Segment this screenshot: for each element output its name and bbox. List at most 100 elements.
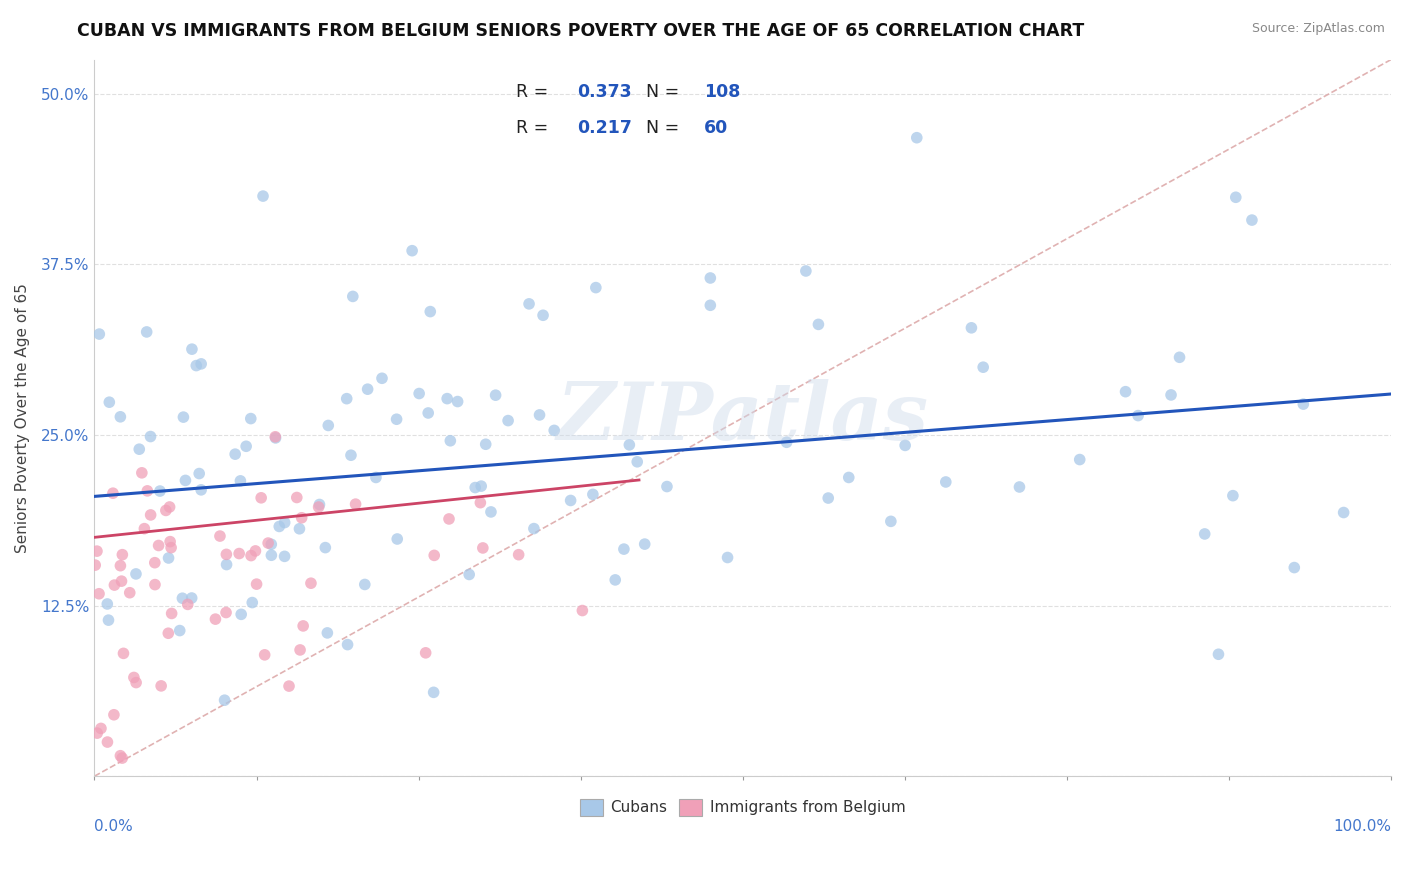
Point	[353, 577, 375, 591]
Point	[605, 573, 627, 587]
Point	[1069, 452, 1091, 467]
Point	[159, 500, 181, 514]
Point	[316, 626, 339, 640]
Point	[257, 536, 280, 550]
Point	[626, 455, 648, 469]
Point	[87, 587, 110, 601]
Point	[224, 447, 246, 461]
Point	[439, 434, 461, 448]
Point	[159, 534, 181, 549]
Point	[97, 613, 120, 627]
Point	[422, 685, 444, 699]
Point	[1284, 560, 1306, 574]
Point	[794, 264, 817, 278]
Point	[356, 382, 378, 396]
Point	[110, 558, 132, 573]
Text: R =: R =	[516, 120, 554, 137]
Point	[634, 537, 657, 551]
Point	[215, 558, 238, 572]
Point	[415, 646, 437, 660]
Point	[160, 541, 183, 555]
Text: 108: 108	[704, 83, 741, 101]
Point	[299, 576, 322, 591]
Point	[340, 448, 363, 462]
Point	[288, 522, 311, 536]
Point	[215, 547, 238, 561]
Point	[408, 386, 430, 401]
Point	[157, 626, 180, 640]
Point	[235, 439, 257, 453]
Point	[419, 304, 441, 318]
Point	[436, 392, 458, 406]
Text: Source: ZipAtlas.com: Source: ZipAtlas.com	[1251, 22, 1385, 36]
Text: CUBAN VS IMMIGRANTS FROM BELGIUM SENIORS POVERTY OVER THE AGE OF 65 CORRELATION : CUBAN VS IMMIGRANTS FROM BELGIUM SENIORS…	[77, 22, 1084, 40]
Point	[160, 607, 183, 621]
Point	[231, 607, 253, 622]
Point	[1292, 397, 1315, 411]
Point	[135, 325, 157, 339]
Point	[474, 437, 496, 451]
Point	[437, 512, 460, 526]
Point	[1194, 527, 1216, 541]
Point	[214, 693, 236, 707]
Point	[111, 751, 134, 765]
Point	[139, 429, 162, 443]
Point	[401, 244, 423, 258]
Point	[880, 514, 903, 528]
Point	[935, 475, 957, 489]
Point	[260, 548, 283, 562]
Point	[582, 487, 605, 501]
Point	[571, 603, 593, 617]
Point	[96, 597, 118, 611]
Text: 0.0%: 0.0%	[94, 819, 134, 834]
Point	[240, 549, 263, 563]
Point	[250, 491, 273, 505]
Point	[619, 438, 641, 452]
Point	[288, 643, 311, 657]
Point	[169, 624, 191, 638]
Point	[471, 541, 494, 555]
Point	[484, 388, 506, 402]
Point	[273, 549, 295, 564]
Point	[458, 567, 481, 582]
Point	[143, 577, 166, 591]
Point	[1115, 384, 1137, 399]
Point	[292, 619, 315, 633]
Point	[245, 577, 267, 591]
Point	[308, 500, 330, 514]
Point	[905, 130, 928, 145]
Point	[260, 537, 283, 551]
Point	[517, 297, 540, 311]
Point	[446, 394, 468, 409]
Point	[180, 591, 202, 605]
Point	[960, 321, 983, 335]
Point	[96, 735, 118, 749]
Point	[264, 431, 287, 445]
Point	[1225, 190, 1247, 204]
Point	[699, 298, 721, 312]
Point	[157, 551, 180, 566]
Point	[655, 479, 678, 493]
Point	[190, 357, 212, 371]
Point	[336, 392, 359, 406]
Point	[775, 435, 797, 450]
Point	[177, 598, 200, 612]
Point	[208, 529, 231, 543]
Point	[125, 675, 148, 690]
Point	[543, 424, 565, 438]
Point	[148, 539, 170, 553]
Point	[172, 410, 194, 425]
Point	[342, 289, 364, 303]
Point	[84, 558, 107, 573]
Point	[269, 519, 291, 533]
Text: 60: 60	[704, 120, 728, 137]
Point	[131, 466, 153, 480]
Y-axis label: Seniors Poverty Over the Age of 65: Seniors Poverty Over the Age of 65	[15, 283, 30, 553]
Point	[111, 548, 134, 562]
Point	[150, 679, 173, 693]
Point	[110, 748, 132, 763]
Point	[613, 542, 636, 557]
Point	[371, 371, 394, 385]
Point	[143, 556, 166, 570]
Point	[285, 491, 308, 505]
